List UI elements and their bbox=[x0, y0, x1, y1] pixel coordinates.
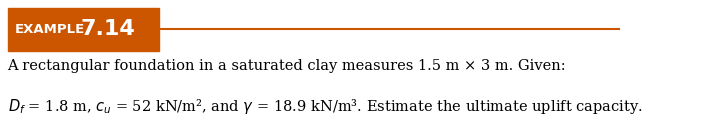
Text: 7.14: 7.14 bbox=[80, 19, 135, 39]
Text: EXAMPLE: EXAMPLE bbox=[15, 23, 85, 36]
FancyBboxPatch shape bbox=[8, 8, 159, 51]
Text: $D_f$ = 1.8 m, $c_u$ = 52 kN/m², and $\gamma$ = 18.9 kN/m³. Estimate the ultimat: $D_f$ = 1.8 m, $c_u$ = 52 kN/m², and $\g… bbox=[8, 97, 643, 116]
Text: A rectangular foundation in a saturated clay measures 1.5 m × 3 m. Given:: A rectangular foundation in a saturated … bbox=[8, 59, 566, 73]
